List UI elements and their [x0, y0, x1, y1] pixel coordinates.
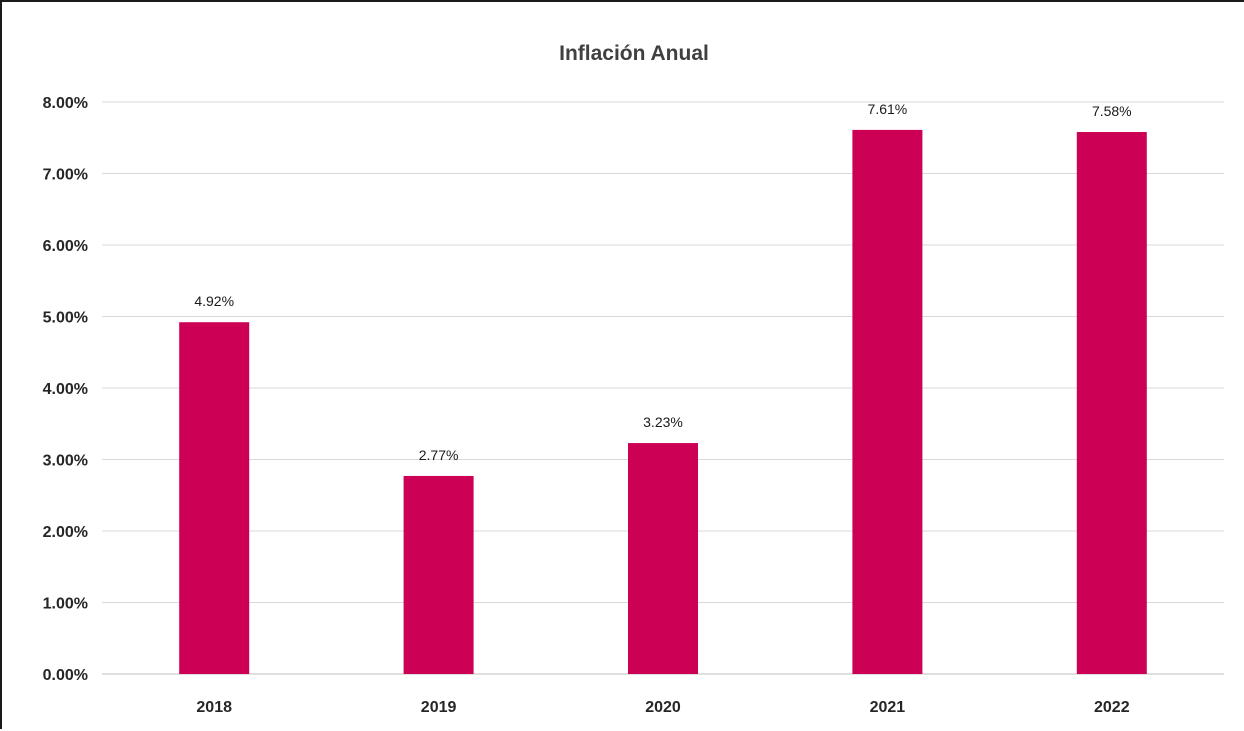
y-tick-label: 1.00%: [43, 596, 88, 613]
x-tick-label-2018: 2018: [196, 699, 232, 716]
data-label-2020: 3.23%: [643, 414, 683, 430]
x-tick-label-2020: 2020: [645, 699, 681, 716]
data-label-2021: 7.61%: [868, 101, 908, 117]
bar-2018: [179, 322, 250, 674]
x-tick-label-2019: 2019: [421, 699, 457, 716]
y-tick-label: 6.00%: [43, 238, 88, 255]
data-label-2022: 7.58%: [1092, 103, 1132, 119]
y-tick-label: 3.00%: [43, 453, 88, 470]
x-tick-label-2022: 2022: [1094, 699, 1130, 716]
y-tick-label: 8.00%: [43, 95, 88, 112]
y-tick-label: 4.00%: [43, 381, 88, 398]
y-tick-label: 7.00%: [43, 167, 88, 184]
data-labels: 4.92% 2.77% 3.23% 7.61% 7.58%: [194, 101, 1131, 463]
y-tick-label: 0.00%: [43, 667, 88, 684]
data-label-2019: 2.77%: [419, 447, 459, 463]
bar-2020: [628, 443, 698, 674]
data-label-2018: 4.92%: [194, 293, 234, 309]
y-tick-label: 5.00%: [43, 310, 88, 327]
chart-title: Inflación Anual: [559, 42, 709, 65]
y-axis-ticks: 0.00% 1.00% 2.00% 3.00% 4.00% 5.00% 6.00% 7.00%…: [43, 95, 88, 684]
x-axis-ticks: 2018 2019 2020 2021 2022: [196, 699, 1129, 716]
bar-2021: [852, 129, 923, 674]
gridlines: [102, 101, 1224, 675]
y-tick-label: 2.00%: [43, 524, 88, 541]
x-tick-label-2021: 2021: [870, 699, 906, 716]
bar-2019: [403, 475, 474, 674]
bars: [179, 129, 1147, 674]
bar-2022: [1076, 132, 1147, 674]
